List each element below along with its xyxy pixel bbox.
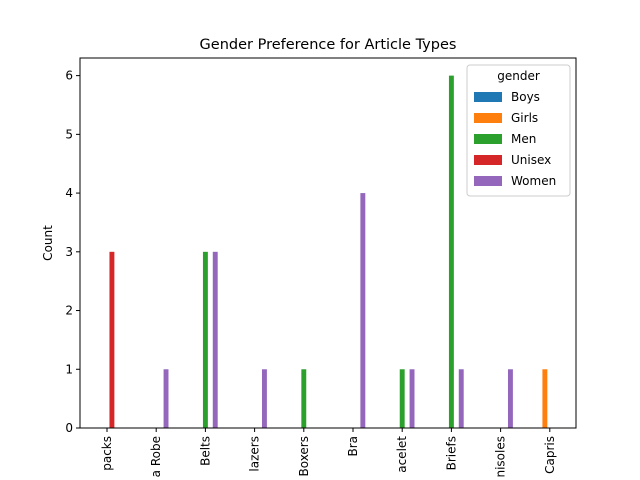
y-tick-label: 6 [65, 69, 73, 83]
bar-women-7 [458, 369, 464, 428]
x-tick-label: a Robe [149, 436, 163, 477]
bar-women-5 [360, 193, 366, 428]
legend-label-girls: Girls [511, 111, 538, 125]
x-tick-label: nisoles [494, 436, 508, 478]
legend-swatch-unisex [474, 155, 502, 165]
bar-men-7 [448, 75, 454, 429]
x-axis: packs a Robe Belts lazers Boxers Bra acelet Bri… [100, 428, 557, 478]
bar-women-2 [212, 251, 218, 428]
y-tick-label: 2 [65, 304, 73, 318]
chart-title: Gender Preference for Article Types [200, 37, 457, 53]
bar-men-2 [202, 251, 208, 428]
y-tick-label: 5 [65, 127, 73, 141]
x-tick-label: packs [100, 436, 114, 471]
bar-men-4 [301, 369, 307, 428]
legend-title: gender [497, 69, 540, 83]
legend-swatch-boys [474, 92, 502, 102]
plot-frame [79, 57, 577, 429]
legend-label-unisex: Unisex [511, 153, 551, 167]
legend-label-boys: Boys [511, 90, 540, 104]
y-axis: 0 1 2 3 4 5 6 [65, 69, 80, 435]
y-axis-label: Count [41, 225, 55, 261]
bars-layer [109, 75, 548, 429]
y-tick-label: 3 [65, 245, 73, 259]
y-tick-label: 1 [65, 362, 73, 376]
legend-label-men: Men [511, 132, 536, 146]
legend-swatch-girls [474, 113, 502, 123]
bar-men-6 [399, 369, 405, 428]
legend: gender Boys Girls Men Unisex Women [466, 64, 571, 197]
x-tick-label: Bra [346, 436, 360, 457]
bar-women-8 [507, 369, 513, 428]
x-tick-label: Capris [543, 436, 557, 474]
bar-women-6 [409, 369, 415, 428]
y-tick-label: 0 [65, 421, 73, 435]
x-tick-label: lazers [248, 436, 262, 472]
x-tick-label: Belts [198, 436, 212, 466]
bar-girls-9 [542, 369, 548, 428]
bar-women-1 [163, 369, 169, 428]
x-tick-label: acelet [395, 436, 409, 473]
legend-swatch-women [474, 176, 502, 186]
x-tick-label: Boxers [297, 436, 311, 477]
legend-label-women: Women [511, 174, 556, 188]
bar-women-3 [261, 369, 267, 428]
bar-unisex-0 [109, 251, 115, 428]
legend-swatch-men [474, 134, 502, 144]
y-tick-label: 4 [65, 186, 73, 200]
x-tick-label: Briefs [444, 436, 458, 470]
